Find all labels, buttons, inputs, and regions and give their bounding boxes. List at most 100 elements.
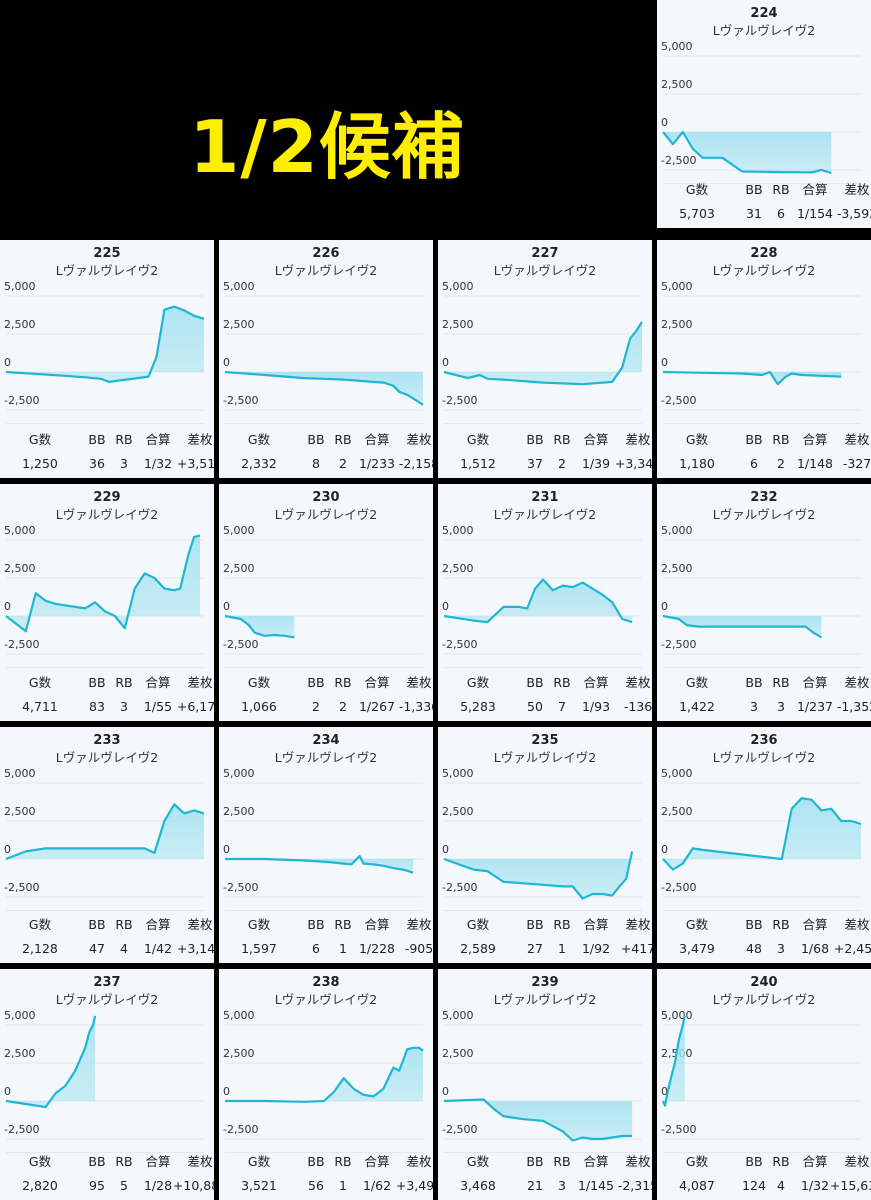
stats-header: 差枚 — [625, 432, 651, 447]
y-tick-label: 0 — [223, 600, 230, 613]
area-fill — [6, 1015, 96, 1108]
stats-header: 合算 — [145, 1154, 170, 1169]
stat-combined: 1/39 — [582, 456, 610, 471]
y-tick-label: 5,000 — [4, 767, 36, 780]
y-tick-label: 2,500 — [661, 805, 693, 818]
area-fill — [6, 804, 204, 859]
stat-diff: -905 — [405, 941, 433, 956]
stat-rb: 7 — [558, 699, 566, 714]
stat-games: 2,820 — [22, 1178, 58, 1193]
stat-rb: 3 — [120, 699, 128, 714]
stats-header: RB — [553, 675, 570, 690]
chart-subtitle: Lヴァルヴレイヴ2 — [713, 23, 815, 38]
stat-bb: 56 — [308, 1178, 324, 1193]
area-chart: 227 Lヴァルヴレイヴ2 5,000 2,500 0 -2,500 G数 BB RB 合算 差枚 1… — [442, 246, 652, 471]
stats-header: 差枚 — [187, 1154, 213, 1169]
area-chart: 228 Lヴァルヴレイヴ2 5,000 2,500 0 -2,500 G数 BB RB 合算 差枚 1… — [661, 246, 871, 471]
chart-title: 231 — [531, 490, 558, 505]
area-chart: 226 Lヴァルヴレイヴ2 5,000 2,500 0 -2,500 G数 BB RB 合算 差枚 2… — [223, 246, 433, 471]
chart-card-224: 224 Lヴァルヴレイヴ2 5,000 2,500 0 -2,500 G数 BB RB 合算 差枚 5… — [657, 0, 871, 228]
series-line — [5, 534, 201, 633]
stat-rb: 6 — [777, 206, 785, 221]
chart-title: 226 — [312, 246, 339, 261]
stats-header: RB — [115, 432, 132, 447]
stat-games: 4,711 — [22, 699, 58, 714]
stats-header: G数 — [29, 1154, 52, 1169]
stat-bb: 37 — [527, 456, 543, 471]
y-tick-label: 5,000 — [661, 280, 693, 293]
stats-header: BB — [88, 675, 105, 690]
stats-header: BB — [88, 432, 105, 447]
chart-title: 224 — [750, 6, 777, 21]
stats-header: 合算 — [364, 432, 389, 447]
stats-header: 差枚 — [625, 675, 651, 690]
y-tick-label: 5,000 — [442, 1009, 474, 1022]
chart-title: 238 — [312, 975, 339, 990]
series-line — [443, 851, 634, 900]
y-tick-label: 0 — [223, 1085, 230, 1098]
chart-card-228: 228 Lヴァルヴレイヴ2 5,000 2,500 0 -2,500 G数 BB RB 合算 差枚 1… — [657, 240, 871, 478]
stat-games: 4,087 — [679, 1178, 715, 1193]
chart-title: 236 — [750, 733, 777, 748]
stats-header: BB — [307, 1154, 324, 1169]
stat-combined: 1/228 — [359, 941, 395, 956]
stats-header: RB — [334, 432, 351, 447]
y-tick-label: 2,500 — [442, 318, 474, 331]
stat-diff: +3,491 — [396, 1178, 433, 1193]
stat-bb: 48 — [746, 941, 762, 956]
stat-bb: 83 — [89, 699, 105, 714]
y-tick-label: 0 — [442, 843, 449, 856]
chart-title: 239 — [531, 975, 558, 990]
stat-combined: 1/55 — [144, 699, 172, 714]
stat-bb: 21 — [527, 1178, 543, 1193]
chart-title: 227 — [531, 246, 558, 261]
stat-diff: -2,158 — [399, 456, 433, 471]
series-line — [225, 854, 414, 874]
stat-diff: +3,517 — [177, 456, 214, 471]
chart-title: 237 — [93, 975, 120, 990]
y-tick-label: 5,000 — [661, 524, 693, 537]
series-line — [224, 614, 295, 639]
stat-rb: 1 — [339, 941, 347, 956]
stats-header: 差枚 — [844, 675, 870, 690]
stat-diff: -1,336 — [399, 699, 433, 714]
stat-bb: 3 — [750, 699, 758, 714]
area-fill — [663, 372, 842, 385]
stat-games: 3,479 — [679, 941, 715, 956]
stat-games: 2,589 — [460, 941, 496, 956]
stats-header: RB — [772, 917, 789, 932]
chart-subtitle: Lヴァルヴレイヴ2 — [275, 263, 377, 278]
y-tick-label: 2,500 — [4, 562, 36, 575]
stats-header: G数 — [467, 917, 490, 932]
y-tick-label: 5,000 — [223, 280, 255, 293]
stat-diff: +6,178 — [177, 699, 214, 714]
y-tick-label: 2,500 — [4, 1047, 36, 1060]
stat-games: 5,283 — [460, 699, 496, 714]
stat-diff: +3,343 — [615, 456, 652, 471]
y-tick-label: -2,500 — [4, 638, 39, 651]
area-fill — [444, 851, 633, 899]
y-tick-label: -2,500 — [661, 394, 696, 407]
stat-combined: 1/145 — [578, 1178, 614, 1193]
stats-header: 差枚 — [187, 432, 213, 447]
chart-card-233: 233 Lヴァルヴレイヴ2 5,000 2,500 0 -2,500 G数 BB RB 合算 差枚 2… — [0, 727, 214, 963]
chart-title: 240 — [750, 975, 777, 990]
chart-subtitle: Lヴァルヴレイヴ2 — [56, 992, 158, 1007]
chart-title: 234 — [312, 733, 339, 748]
y-tick-label: 2,500 — [661, 78, 693, 91]
chart-title: 229 — [93, 490, 120, 505]
stat-diff: +2,456 — [834, 941, 871, 956]
stats-header: BB — [88, 1154, 105, 1169]
y-tick-label: 0 — [442, 600, 449, 613]
stats-header: G数 — [248, 432, 271, 447]
y-tick-label: 5,000 — [223, 767, 255, 780]
stat-diff: -136 — [624, 699, 652, 714]
stats-header: 合算 — [145, 917, 170, 932]
stat-combined: 1/28 — [144, 1178, 172, 1193]
stats-header: BB — [307, 917, 324, 932]
y-tick-label: 2,500 — [223, 562, 255, 575]
y-tick-label: 0 — [661, 600, 668, 613]
series-line — [661, 1015, 686, 1107]
area-fill — [225, 372, 423, 405]
stat-rb: 3 — [558, 1178, 566, 1193]
